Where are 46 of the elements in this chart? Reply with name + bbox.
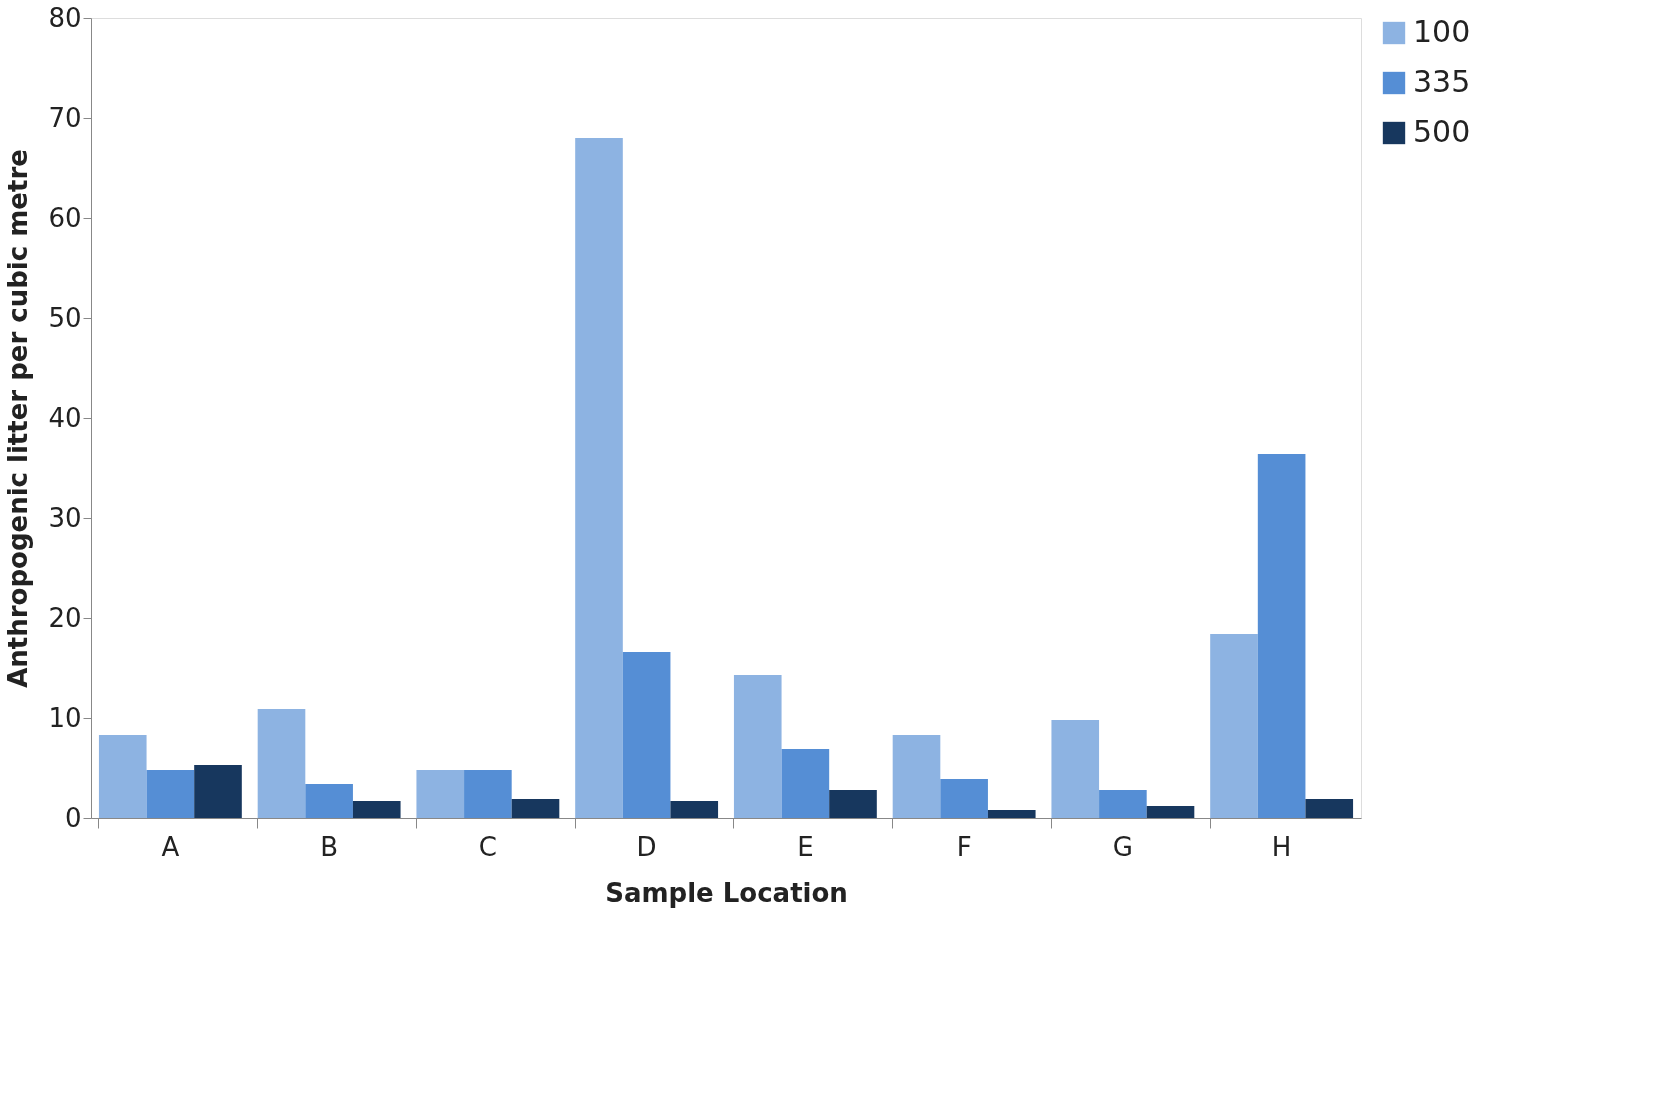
y-tick-label: 80: [48, 2, 82, 33]
bar: [670, 801, 719, 818]
bar: [511, 799, 560, 818]
y-tick-label: 20: [48, 602, 82, 633]
bar: [940, 779, 988, 818]
bar: [987, 810, 1036, 818]
bar: [1210, 634, 1258, 818]
bar: [416, 770, 465, 818]
bar: [1257, 454, 1306, 818]
y-tick-label: 70: [48, 102, 82, 133]
y-axis-title: Anthropogenic litter per cubic metre: [3, 149, 34, 688]
x-axis-title: Sample Location: [605, 877, 848, 908]
bar: [464, 770, 512, 818]
legend-label: 335: [1413, 64, 1471, 99]
y-tick-label: 50: [48, 302, 82, 333]
bar: [305, 784, 353, 818]
legend-label: 500: [1413, 114, 1471, 149]
x-tick-label: D: [636, 831, 657, 862]
bar: [1305, 799, 1354, 818]
bar: [194, 765, 242, 818]
bar: [257, 709, 306, 818]
bar: [352, 801, 401, 818]
bar: [781, 749, 830, 818]
legend-label: 100: [1413, 14, 1471, 49]
x-tick-label: E: [797, 831, 814, 862]
bar: [1051, 720, 1100, 818]
bar: [146, 770, 195, 818]
x-tick-label: H: [1271, 831, 1292, 862]
x-tick-label: F: [956, 831, 972, 862]
y-tick-label: 0: [64, 802, 82, 833]
y-tick-label: 40: [48, 402, 82, 433]
bar: [829, 790, 877, 818]
x-tick-label: B: [320, 831, 339, 862]
y-tick-label: 30: [48, 502, 82, 533]
bar: [1146, 806, 1195, 818]
bar: [733, 675, 782, 818]
y-tick-label: 60: [48, 202, 82, 233]
x-tick-label: G: [1112, 831, 1133, 862]
bar: [892, 735, 941, 818]
bar: [575, 138, 623, 818]
bar: [622, 652, 671, 818]
bar: [1099, 790, 1147, 818]
x-tick-label: A: [161, 831, 180, 862]
y-tick-label: 10: [48, 702, 82, 733]
x-tick-label: C: [478, 831, 497, 862]
bar: [98, 735, 147, 818]
